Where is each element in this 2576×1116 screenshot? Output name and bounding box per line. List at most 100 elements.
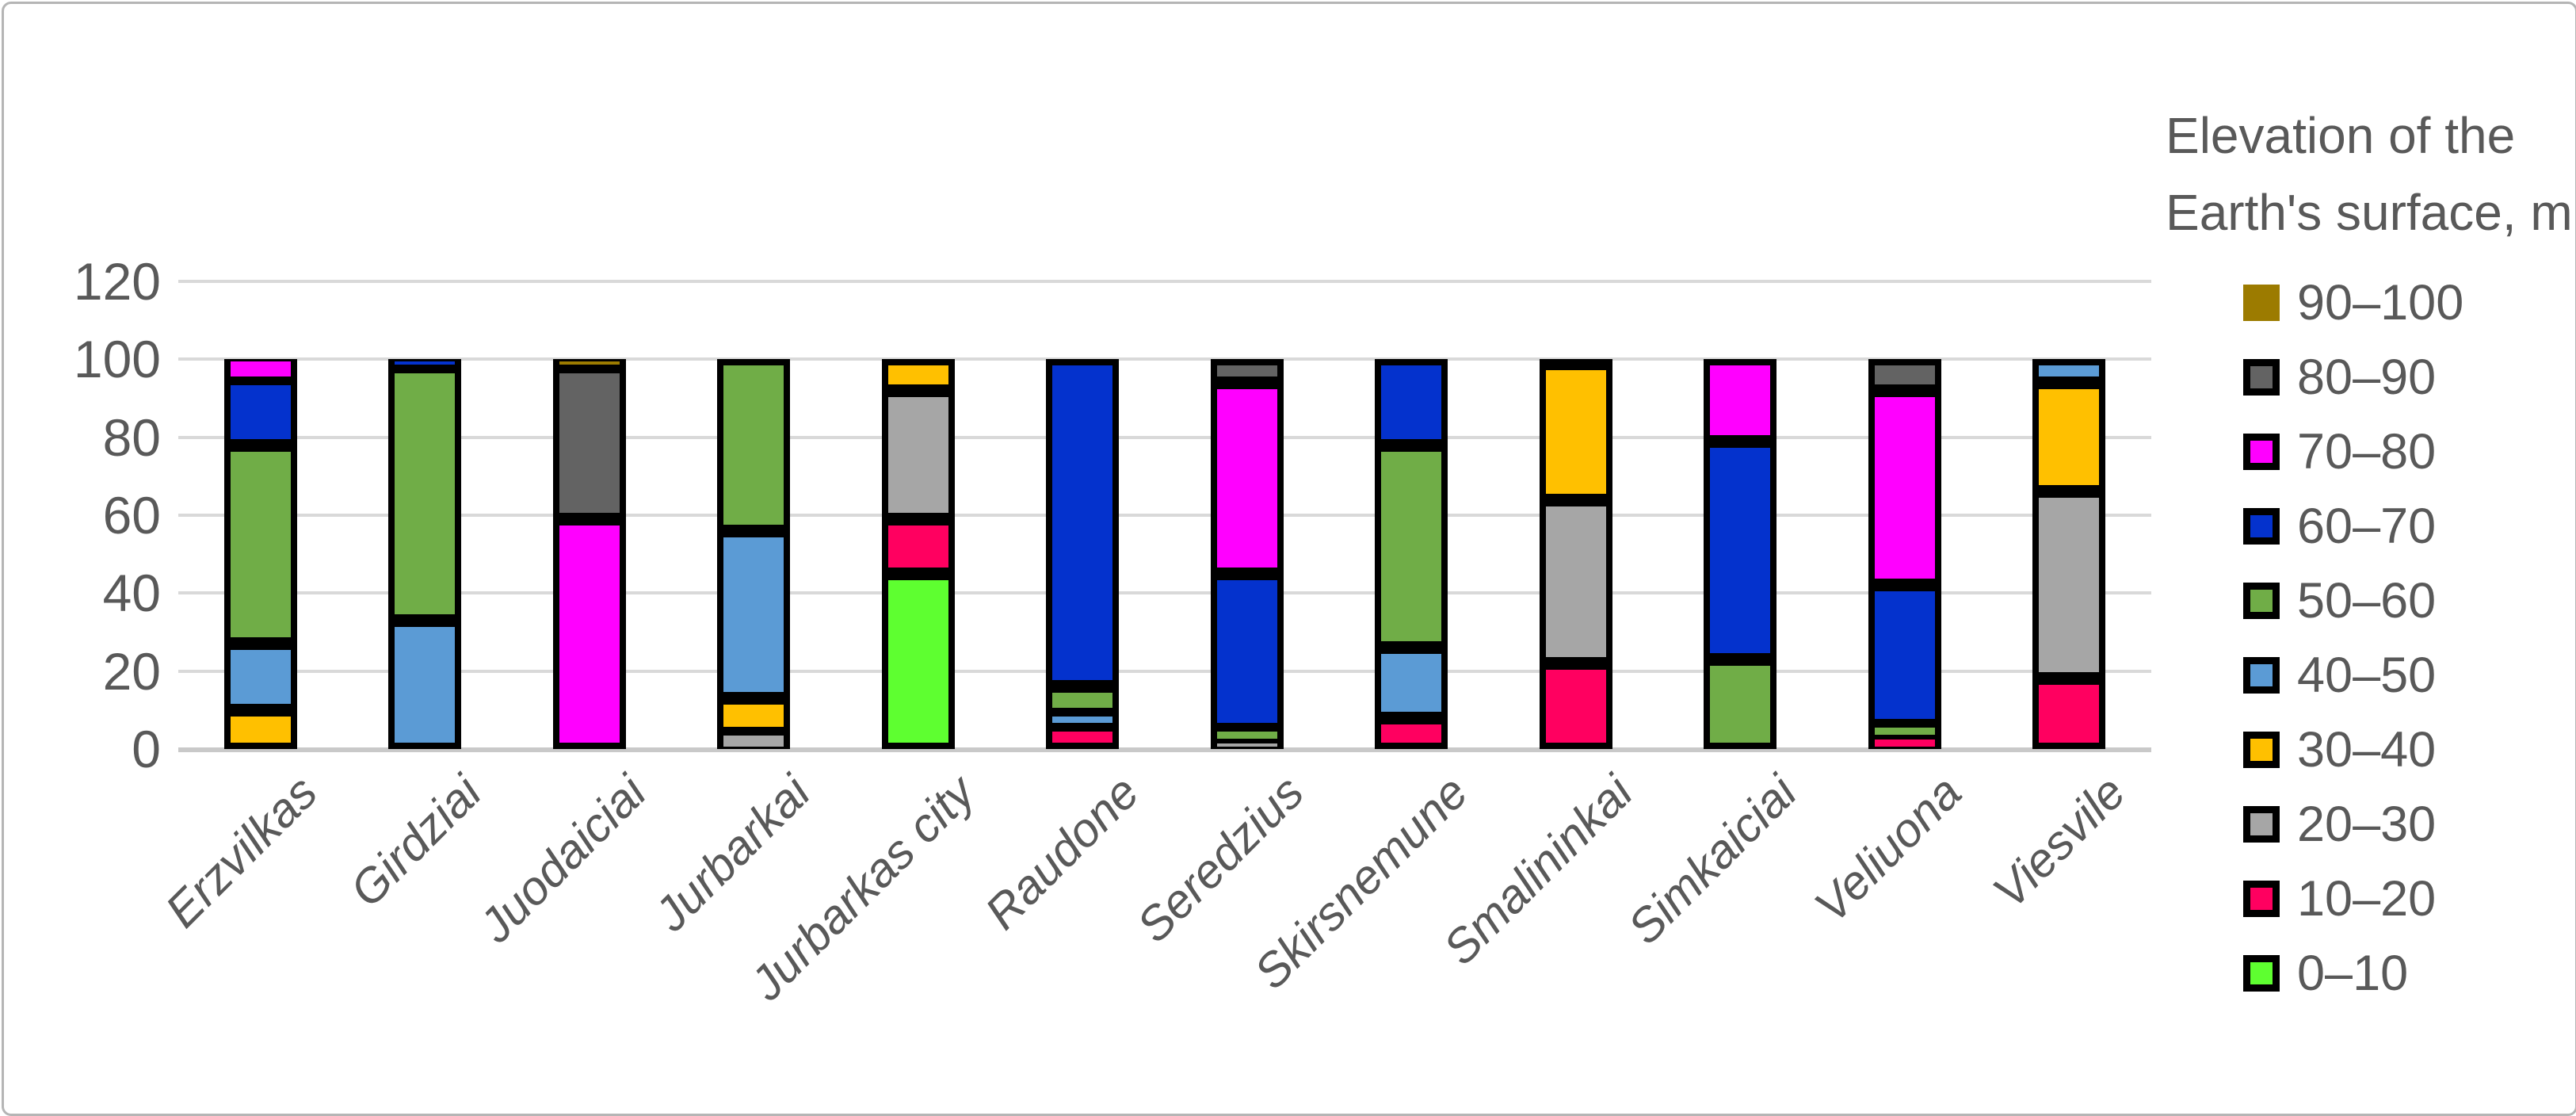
bar-girdziai: [388, 359, 462, 749]
bar-segment-20–30: [1539, 500, 1612, 664]
x-axis-label-raudone: Raudone: [975, 765, 1150, 940]
y-axis-tick-label: 40: [102, 564, 161, 623]
legend-items: 90–100 80–90 70–80 60–70 50–60 40–50 30–40 20–3…: [2243, 266, 2574, 1011]
bar-segment-10–20: [1539, 663, 1612, 749]
bar-segment-40–50: [1375, 648, 1448, 718]
bar-segment-60–70: [388, 359, 462, 368]
y-axis-tick-label: 100: [73, 330, 161, 389]
bar-segment-60–70: [1210, 573, 1284, 730]
bar-segment-20–30: [2032, 491, 2106, 679]
legend-item-30–40: 30–40: [2243, 713, 2574, 787]
bar-segment-40–50: [388, 620, 462, 749]
bar-segment-10–20: [881, 518, 955, 574]
bar-seredzius: [1210, 359, 1284, 749]
bar-segment-10–20: [1868, 737, 1941, 749]
gridline-y-120: [178, 280, 2151, 283]
y-axis-tick-label: 80: [102, 407, 161, 467]
legend-item-label: 90–100: [2297, 275, 2464, 331]
bar-segment-50–60: [717, 359, 791, 531]
bar-skirsnemune: [1375, 359, 1448, 749]
legend-title: Elevation of the Earth's surface, m: [2166, 107, 2573, 241]
bar-segment-80–90: [1868, 359, 1941, 391]
bar-raudone: [1046, 359, 1120, 749]
legend-item-label: 0–10: [2297, 946, 2409, 1001]
legend-swatch-icon: [2243, 583, 2280, 619]
bar-segment-40–50: [717, 530, 791, 699]
bar-segment-40–50: [2032, 359, 2106, 383]
bar-segment-30–40: [881, 359, 955, 391]
legend-item-label: 10–20: [2297, 871, 2437, 927]
bar-segment-10–20: [1046, 725, 1120, 749]
x-axis-label-viesvile: Viesvile: [1983, 765, 2136, 919]
bar-jurbarkas-city: [881, 359, 955, 749]
bar-segment-30–40: [717, 698, 791, 734]
bar-segment-50–60: [1210, 729, 1284, 742]
legend-swatch-icon: [2243, 955, 2280, 992]
bar-veliuona: [1868, 359, 1941, 749]
legend-swatch-icon: [2243, 508, 2280, 545]
legend-item-20–30: 20–30: [2243, 787, 2574, 862]
bar-segment-30–40: [1539, 364, 1612, 501]
gridline-y-0: [178, 747, 2151, 752]
bar-segment-70–80: [223, 359, 297, 379]
legend-item-90–100: 90–100: [2243, 266, 2574, 340]
bar-segment-60–70: [1046, 359, 1120, 687]
bar-segment-40–50: [1539, 359, 1612, 365]
plot-area: 0 20 40 60 80 100 120 Erzvilkas Girdziai Juodaici…: [4, 4, 2575, 1114]
bar-segment-50–60: [223, 445, 297, 644]
legend-swatch-icon: [2243, 732, 2280, 768]
bar-segment-60–70: [1704, 441, 1777, 659]
x-axis-label-simkaiciai: Simkaiciai: [1617, 765, 1807, 954]
legend-item-label: 80–90: [2297, 350, 2437, 405]
legend: Elevation of the Earth's surface, m 90–1…: [2166, 97, 2574, 1011]
legend-item-80–90: 80–90: [2243, 340, 2574, 415]
bar-segment-90–100: [552, 359, 626, 368]
y-axis-tick-label: 120: [73, 252, 161, 311]
legend-swatch-icon: [2243, 806, 2280, 843]
bar-segment-20–30: [881, 390, 955, 519]
bar-segment-60–70: [1375, 359, 1448, 445]
bar-segment-70–80: [1704, 359, 1777, 441]
legend-item-label: 70–80: [2297, 424, 2437, 480]
bar-segment-20–30: [717, 733, 791, 749]
legend-item-label: 60–70: [2297, 499, 2437, 554]
bar-jurbarkai: [717, 359, 791, 749]
bar-segment-0–10: [881, 573, 955, 749]
bar-segment-50–60: [1868, 725, 1941, 738]
bar-segment-40–50: [223, 644, 297, 710]
legend-swatch-icon: [2243, 285, 2280, 321]
legend-item-60–70: 60–70: [2243, 489, 2574, 564]
bar-simkaiciai: [1704, 359, 1777, 749]
legend-swatch-icon: [2243, 657, 2280, 694]
legend-item-label: 50–60: [2297, 573, 2437, 629]
bar-segment-50–60: [388, 367, 462, 621]
legend-item-70–80: 70–80: [2243, 415, 2574, 489]
x-axis-label-erzvilkas: Erzvilkas: [155, 765, 327, 938]
x-axis-label-girdziai: Girdziai: [340, 765, 492, 917]
legend-item-40–50: 40–50: [2243, 638, 2574, 713]
gridline-y-40: [178, 591, 2151, 595]
bar-segment-10–20: [2032, 678, 2106, 749]
legend-item-0–10: 0–10: [2243, 936, 2574, 1011]
legend-item-label: 20–30: [2297, 797, 2437, 852]
bar-smalininkai: [1539, 359, 1612, 749]
legend-item-label: 30–40: [2297, 722, 2437, 778]
bar-segment-60–70: [1868, 585, 1941, 726]
legend-swatch-icon: [2243, 434, 2280, 470]
bar-juodaiciai: [552, 359, 626, 749]
bar-erzvilkas: [223, 359, 297, 749]
bar-segment-80–90: [552, 367, 626, 519]
gridline-y-100: [178, 357, 2151, 361]
legend-item-10–20: 10–20: [2243, 862, 2574, 936]
gridline-y-80: [178, 435, 2151, 439]
bar-segment-70–80: [1210, 382, 1284, 574]
legend-swatch-icon: [2243, 359, 2280, 396]
bar-segment-20–30: [1210, 741, 1284, 749]
bar-segment-50–60: [1375, 445, 1448, 648]
bar-segment-70–80: [1868, 390, 1941, 586]
x-axis-label-jurbarkai: Jurbarkai: [644, 765, 821, 942]
y-axis-tick-label: 60: [102, 486, 161, 545]
legend-item-50–60: 50–60: [2243, 564, 2574, 638]
bar-segment-70–80: [552, 518, 626, 749]
